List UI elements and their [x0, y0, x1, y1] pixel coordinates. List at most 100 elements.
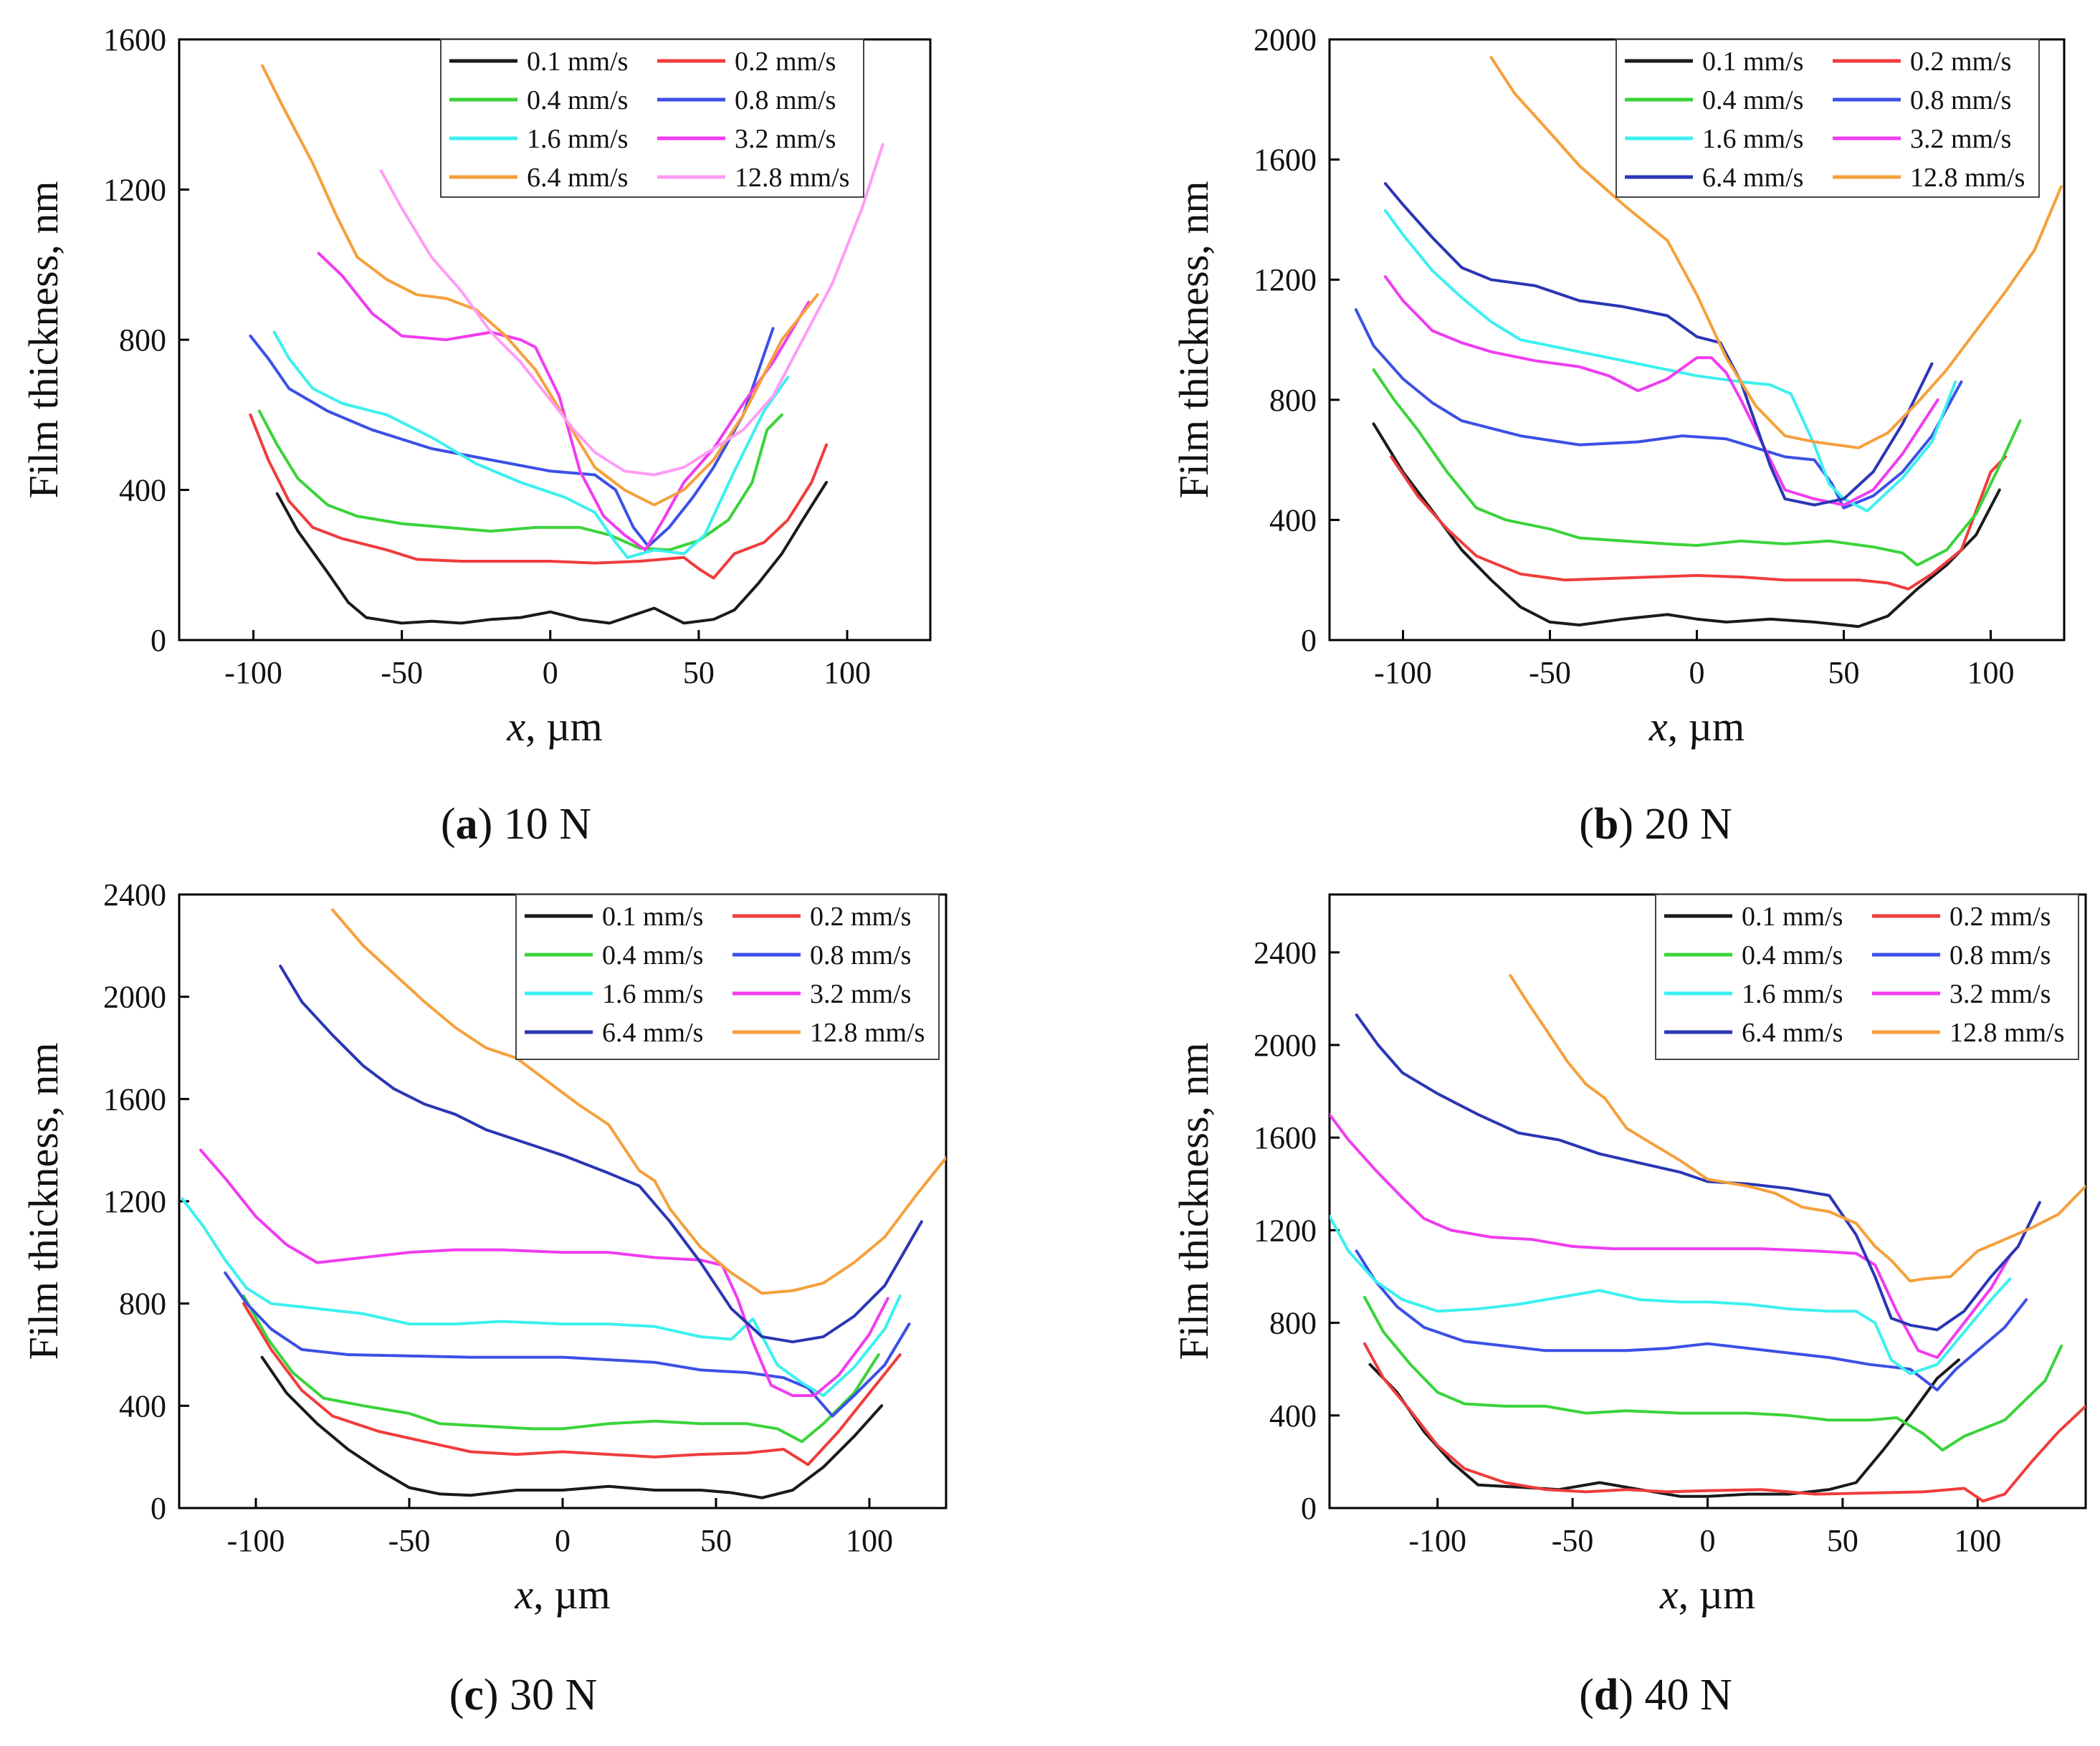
legend-label: 0.2 mm/s — [1910, 47, 2011, 77]
caption-a-letter: a — [456, 800, 478, 849]
legend-label: 3.2 mm/s — [735, 124, 836, 154]
x-tick-label: 0 — [1700, 1523, 1716, 1558]
legend-label: 0.4 mm/s — [527, 85, 628, 115]
series-line-0-8-mm-s — [224, 1271, 911, 1418]
legend-box — [1615, 39, 2040, 198]
y-tick-label: 0 — [151, 1491, 166, 1526]
series-line-1-6-mm-s — [1330, 1215, 2012, 1375]
y-axis-title: Film thickness, nm — [20, 1042, 67, 1360]
y-tick-label: 800 — [119, 1287, 166, 1322]
series-line-0-4-mm-s — [257, 409, 783, 552]
x-tick-label: 50 — [1828, 655, 1860, 690]
x-axis-title: x, µm — [506, 703, 602, 750]
x-tick-label: -50 — [1529, 655, 1571, 690]
x-tick-label: 0 — [555, 1523, 571, 1558]
series-line-0-2-mm-s — [242, 1302, 902, 1466]
series-line-1-6-mm-s — [181, 1197, 902, 1398]
y-tick-label: 0 — [1301, 623, 1317, 658]
series-line-12-8-mm-s — [379, 143, 884, 477]
legend-label: 3.2 mm/s — [1910, 124, 2011, 154]
caption-a-text: 10 N — [492, 800, 591, 849]
legend-label: 0.4 mm/s — [602, 940, 703, 970]
x-tick-label: 100 — [1954, 1523, 2001, 1558]
x-axis-title-unit: , µm — [1668, 703, 1745, 750]
x-tick-label: -100 — [1408, 1523, 1466, 1558]
x-axis-title-unit: , µm — [533, 1571, 611, 1618]
y-tick-label: 2400 — [103, 877, 166, 912]
y-tick-label: 0 — [1301, 1491, 1317, 1526]
series-line-0-4-mm-s — [1363, 1296, 2063, 1452]
series-line-12-8-mm-s — [331, 908, 946, 1295]
y-tick-label: 1600 — [1254, 1120, 1317, 1155]
legend-label: 0.1 mm/s — [602, 902, 703, 932]
x-tick-label: -100 — [224, 655, 282, 690]
x-tick-label: 50 — [1827, 1523, 1858, 1558]
legend-label: 0.8 mm/s — [735, 85, 836, 115]
x-tick-label: 100 — [824, 655, 871, 690]
series-line-6-4-mm-s — [261, 64, 819, 507]
legend-label: 0.8 mm/s — [810, 940, 911, 970]
x-tick-label: 0 — [543, 655, 558, 690]
panel-a: (a) 10 N -100 -50 0 50 100 0 400 800 1200 1600 x, … — [20, 22, 932, 849]
series-line-6-4-mm-s — [1355, 1013, 2041, 1332]
caption-a: (a) 10 N — [441, 800, 591, 849]
series-line-0-8-mm-s — [1355, 1249, 2028, 1392]
series-line-3-2-mm-s — [1330, 1112, 2012, 1359]
y-tick-label: 400 — [119, 473, 166, 508]
x-tick-label: 50 — [683, 655, 715, 690]
x-axis-title-var: x — [1659, 1571, 1679, 1618]
series-line-12-8-mm-s — [1509, 974, 2086, 1283]
legend-label: 3.2 mm/s — [1949, 979, 2051, 1009]
series-line-3-2-mm-s — [317, 252, 811, 552]
y-tick-label: 400 — [119, 1388, 166, 1423]
series-line-0-8-mm-s — [1354, 308, 1963, 510]
series-line-1-6-mm-s — [272, 330, 790, 559]
y-axis-title: Film thickness, nm — [20, 181, 67, 498]
y-tick-label: 800 — [1269, 383, 1317, 418]
x-tick-label: -50 — [388, 1523, 431, 1558]
legend-label: 6.4 mm/s — [1742, 1018, 1843, 1048]
x-axis-title-unit: , µm — [525, 703, 603, 750]
series-line-0-2-mm-s — [249, 413, 828, 580]
y-tick-label: 2400 — [1254, 935, 1317, 970]
y-tick-label: 1200 — [1254, 262, 1317, 297]
series-line-3-2-mm-s — [199, 1148, 889, 1398]
x-tick-label: -100 — [227, 1523, 285, 1558]
series-line-6-4-mm-s — [279, 964, 923, 1344]
legend-label: 0.1 mm/s — [1742, 902, 1843, 932]
series-line-0-2-mm-s — [1363, 1342, 2086, 1503]
x-axis-title-var: x — [514, 1571, 533, 1618]
series-line-12-8-mm-s — [1489, 56, 2063, 449]
x-axis-title-var: x — [506, 703, 525, 750]
legend-label: 12.8 mm/s — [735, 163, 849, 193]
y-tick-label: 800 — [119, 323, 166, 358]
y-tick-label: 1200 — [103, 173, 166, 208]
caption-b-text: 20 N — [1633, 800, 1732, 849]
caption-d-text: 40 N — [1633, 1671, 1732, 1719]
y-tick-label: 2000 — [1254, 1028, 1317, 1063]
x-tick-label: -50 — [381, 655, 423, 690]
legend-label: 0.4 mm/s — [1742, 940, 1843, 970]
series-line-0-1-mm-s — [1368, 1358, 1960, 1498]
legend-label: 12.8 mm/s — [1910, 163, 2025, 193]
y-tick-label: 800 — [1269, 1306, 1317, 1341]
legend-label: 1.6 mm/s — [1742, 979, 1843, 1009]
legend-label: 1.6 mm/s — [1702, 124, 1803, 154]
legend-label: 0.2 mm/s — [1949, 902, 2051, 932]
series-line-0-1-mm-s — [1372, 422, 2001, 629]
y-tick-label: 400 — [1269, 502, 1317, 538]
series-line-1-6-mm-s — [1383, 209, 1957, 512]
series-line-0-4-mm-s — [1372, 368, 2022, 567]
x-axis-title: x, µm — [1648, 703, 1745, 750]
y-tick-label: 2000 — [1254, 22, 1317, 57]
panel-b: (b) 20 N -100 -50 0 50 100 0 400 800 1200 1600 200… — [1170, 22, 2066, 849]
legend-label: 0.2 mm/s — [810, 902, 911, 932]
panel-d: (d) 40 N -100 -50 0 50 100 0 400 800 1200 1600 200… — [1170, 893, 2087, 1719]
series-line-3-2-mm-s — [1383, 275, 1939, 507]
caption-c: (c) 30 N — [449, 1671, 598, 1719]
y-tick-label: 1600 — [1254, 143, 1317, 178]
y-tick-label: 2000 — [103, 980, 166, 1015]
caption-d-letter: d — [1594, 1671, 1618, 1719]
legend-label: 0.1 mm/s — [1702, 47, 1803, 77]
